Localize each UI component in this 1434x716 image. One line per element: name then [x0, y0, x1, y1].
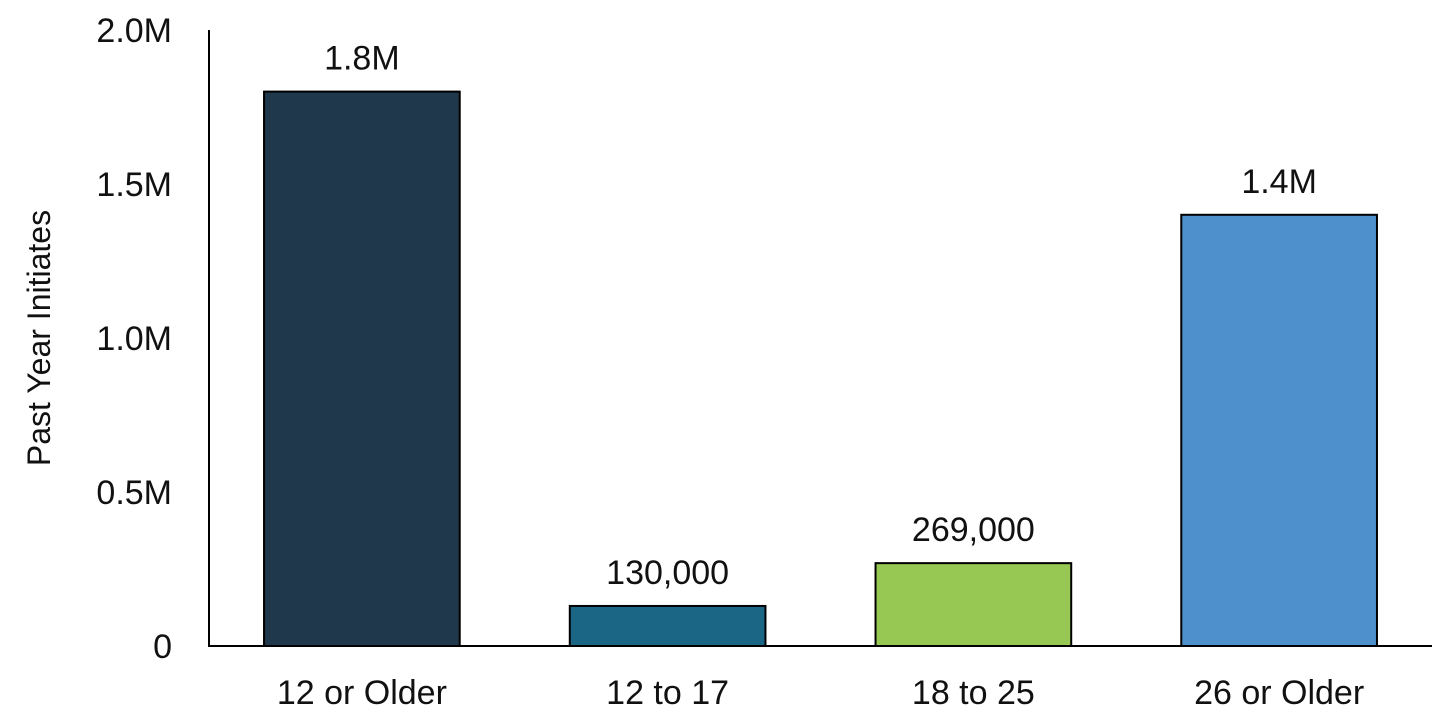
- y-axis-title: Past Year Initiates: [21, 210, 57, 466]
- x-category-label: 12 or Older: [277, 674, 447, 711]
- bar-value-label: 1.8M: [324, 40, 400, 78]
- bar-value-label: 1.4M: [1241, 163, 1317, 201]
- bars-group: [263, 90, 1378, 648]
- y-tick-label: 0.5M: [96, 474, 172, 512]
- y-tick-label: 1.5M: [96, 166, 172, 204]
- bar: [874, 562, 1073, 648]
- bar: [1180, 213, 1378, 648]
- x-category-label: 26 or Older: [1194, 674, 1364, 711]
- data-labels-group: 1.8M 130,000 269,000 1.4M: [324, 40, 1317, 592]
- y-tick-label: 1.0M: [96, 320, 172, 358]
- x-category-label: 18 to 25: [912, 674, 1035, 711]
- bar: [263, 90, 461, 648]
- bar-value-label: 130,000: [606, 554, 729, 592]
- y-tick-label: 0: [153, 628, 172, 666]
- x-category-label: 12 to 17: [606, 674, 729, 711]
- y-tick-label: 2.0M: [96, 12, 172, 50]
- x-axis-categories: 12 or Older 12 to 17 18 to 25 26 or Older: [277, 674, 1364, 712]
- bar-value-label: 269,000: [912, 511, 1035, 549]
- bar: [568, 604, 767, 648]
- y-axis-ticks: 0 0.5M 1.0M 1.5M 2.0M: [96, 12, 172, 666]
